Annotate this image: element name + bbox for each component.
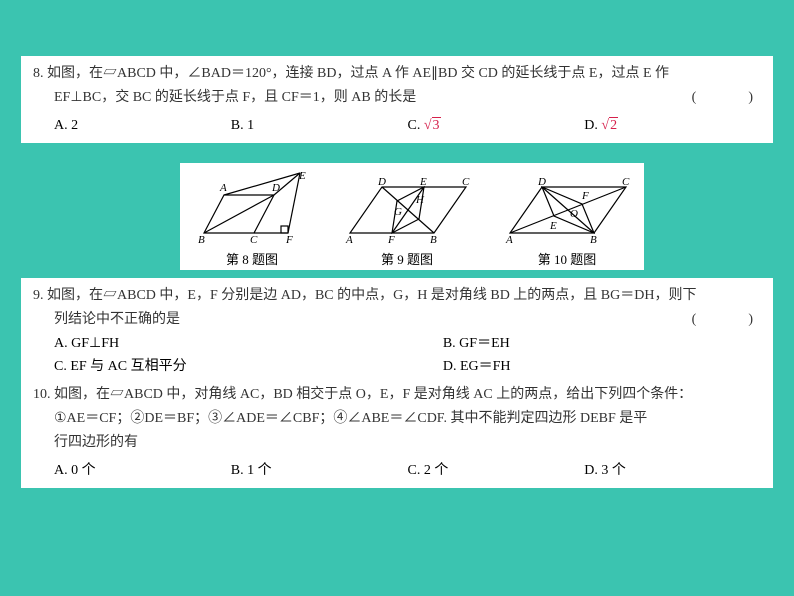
fig-9: A B C D E F G H 第 9 题图 bbox=[342, 169, 472, 268]
fig-8: A D B C F E 第 8 题图 bbox=[192, 169, 312, 268]
svg-text:E: E bbox=[298, 170, 306, 182]
fig8-svg: A D B C F E bbox=[192, 169, 312, 247]
q9-options: A. GF⊥FH B. GF＝EH C. EF 与 AC 互相平分 D. EG＝… bbox=[33, 332, 761, 380]
svg-text:B: B bbox=[198, 234, 205, 246]
fig10-caption: 第 10 题图 bbox=[502, 249, 632, 268]
q8-opt-b: B. 1 bbox=[231, 114, 408, 138]
svg-text:H: H bbox=[415, 194, 425, 206]
svg-text:D: D bbox=[377, 176, 386, 188]
q8-c-val: 3 bbox=[432, 117, 441, 133]
svg-text:B: B bbox=[430, 234, 437, 246]
q10-line2: ①AE＝CF；②DE＝BF；③∠ADE＝∠CBF；④∠ABE＝∠CDF. 其中不… bbox=[54, 411, 647, 426]
svg-text:C: C bbox=[250, 234, 258, 246]
q9-paren: ( ) bbox=[713, 308, 761, 332]
q9-line2: 列结论中不正确的是 bbox=[54, 312, 180, 327]
svg-text:D: D bbox=[537, 176, 546, 188]
q8-d-val: 2 bbox=[609, 117, 618, 133]
svg-text:F: F bbox=[285, 234, 293, 246]
q10-opt-b: B. 1 个 bbox=[231, 459, 408, 483]
q8-d-prefix: D. bbox=[584, 118, 601, 133]
svg-text:F: F bbox=[387, 234, 395, 246]
q10-opt-c: C. 2 个 bbox=[408, 459, 585, 483]
fig10-svg: A B C D E F O bbox=[502, 169, 632, 247]
svg-text:G: G bbox=[394, 206, 402, 218]
q8-line2: EF⊥BC，交 BC 的延长线于点 F，且 CF＝1，则 AB 的长是 bbox=[54, 90, 416, 105]
svg-text:A: A bbox=[505, 234, 513, 246]
q8-text: 8. 如图，在▱ABCD 中，∠BAD＝120°，连接 BD，过点 A 作 AE… bbox=[33, 62, 761, 110]
q8-num: 8. bbox=[33, 66, 44, 81]
fig9-caption: 第 9 题图 bbox=[342, 249, 472, 268]
fig-10: A B C D E F O 第 10 题图 bbox=[502, 169, 632, 268]
q9-text: 9. 如图，在▱ABCD 中，E，F 分别是边 AD，BC 的中点，G，H 是对… bbox=[33, 284, 761, 332]
q9-opt-b: B. GF＝EH bbox=[443, 332, 761, 356]
q9-opt-d: D. EG＝FH bbox=[443, 355, 761, 379]
q8-opt-d: D. 2 bbox=[584, 114, 761, 138]
question-9-10-box: 9. 如图，在▱ABCD 中，E，F 分别是边 AD，BC 的中点，G，H 是对… bbox=[21, 278, 773, 488]
svg-text:B: B bbox=[590, 234, 597, 246]
fig9-svg: A B C D E F G H bbox=[342, 169, 472, 247]
svg-text:A: A bbox=[345, 234, 353, 246]
q8-line1: 如图，在▱ABCD 中，∠BAD＝120°，连接 BD，过点 A 作 AE∥BD… bbox=[47, 66, 669, 81]
sqrt-icon: 2 bbox=[601, 114, 618, 138]
figures-box: A D B C F E 第 8 题图 A B C D E F G H 第 9 题图 bbox=[180, 163, 644, 270]
q9-opt-a: A. GF⊥FH bbox=[54, 332, 443, 356]
sqrt-icon: 3 bbox=[424, 114, 441, 138]
q9-line1: 如图，在▱ABCD 中，E，F 分别是边 AD，BC 的中点，G，H 是对角线 … bbox=[47, 288, 696, 303]
q10-options: A. 0 个 B. 1 个 C. 2 个 D. 3 个 bbox=[33, 459, 761, 483]
q8-paren: ( ) bbox=[713, 86, 761, 110]
q10-opt-d: D. 3 个 bbox=[584, 459, 761, 483]
q9-num: 9. bbox=[33, 288, 44, 303]
q8-opt-a: A. 2 bbox=[54, 114, 231, 138]
question-8-box: 8. 如图，在▱ABCD 中，∠BAD＝120°，连接 BD，过点 A 作 AE… bbox=[21, 56, 773, 143]
q8-opt-c: C. 3 bbox=[408, 114, 585, 138]
svg-text:E: E bbox=[549, 220, 557, 232]
svg-text:A: A bbox=[219, 182, 227, 194]
q10-line1: 如图，在▱ABCD 中，对角线 AC，BD 相交于点 O，E，F 是对角线 AC… bbox=[54, 387, 692, 402]
q10-line3: 行四边形的有 bbox=[54, 435, 138, 450]
q10-num: 10. bbox=[33, 387, 51, 402]
svg-text:D: D bbox=[271, 182, 280, 194]
q9-opt-c: C. EF 与 AC 互相平分 bbox=[54, 355, 443, 379]
fig8-caption: 第 8 题图 bbox=[192, 249, 312, 268]
q10-text: 10. 如图，在▱ABCD 中，对角线 AC，BD 相交于点 O，E，F 是对角… bbox=[33, 383, 761, 454]
q8-c-prefix: C. bbox=[408, 118, 424, 133]
svg-text:F: F bbox=[581, 190, 589, 202]
svg-text:C: C bbox=[622, 176, 630, 188]
q8-options: A. 2 B. 1 C. 3 D. 2 bbox=[33, 114, 761, 138]
svg-text:O: O bbox=[570, 208, 578, 220]
svg-text:C: C bbox=[462, 176, 470, 188]
q10-opt-a: A. 0 个 bbox=[54, 459, 231, 483]
svg-text:E: E bbox=[419, 176, 427, 188]
